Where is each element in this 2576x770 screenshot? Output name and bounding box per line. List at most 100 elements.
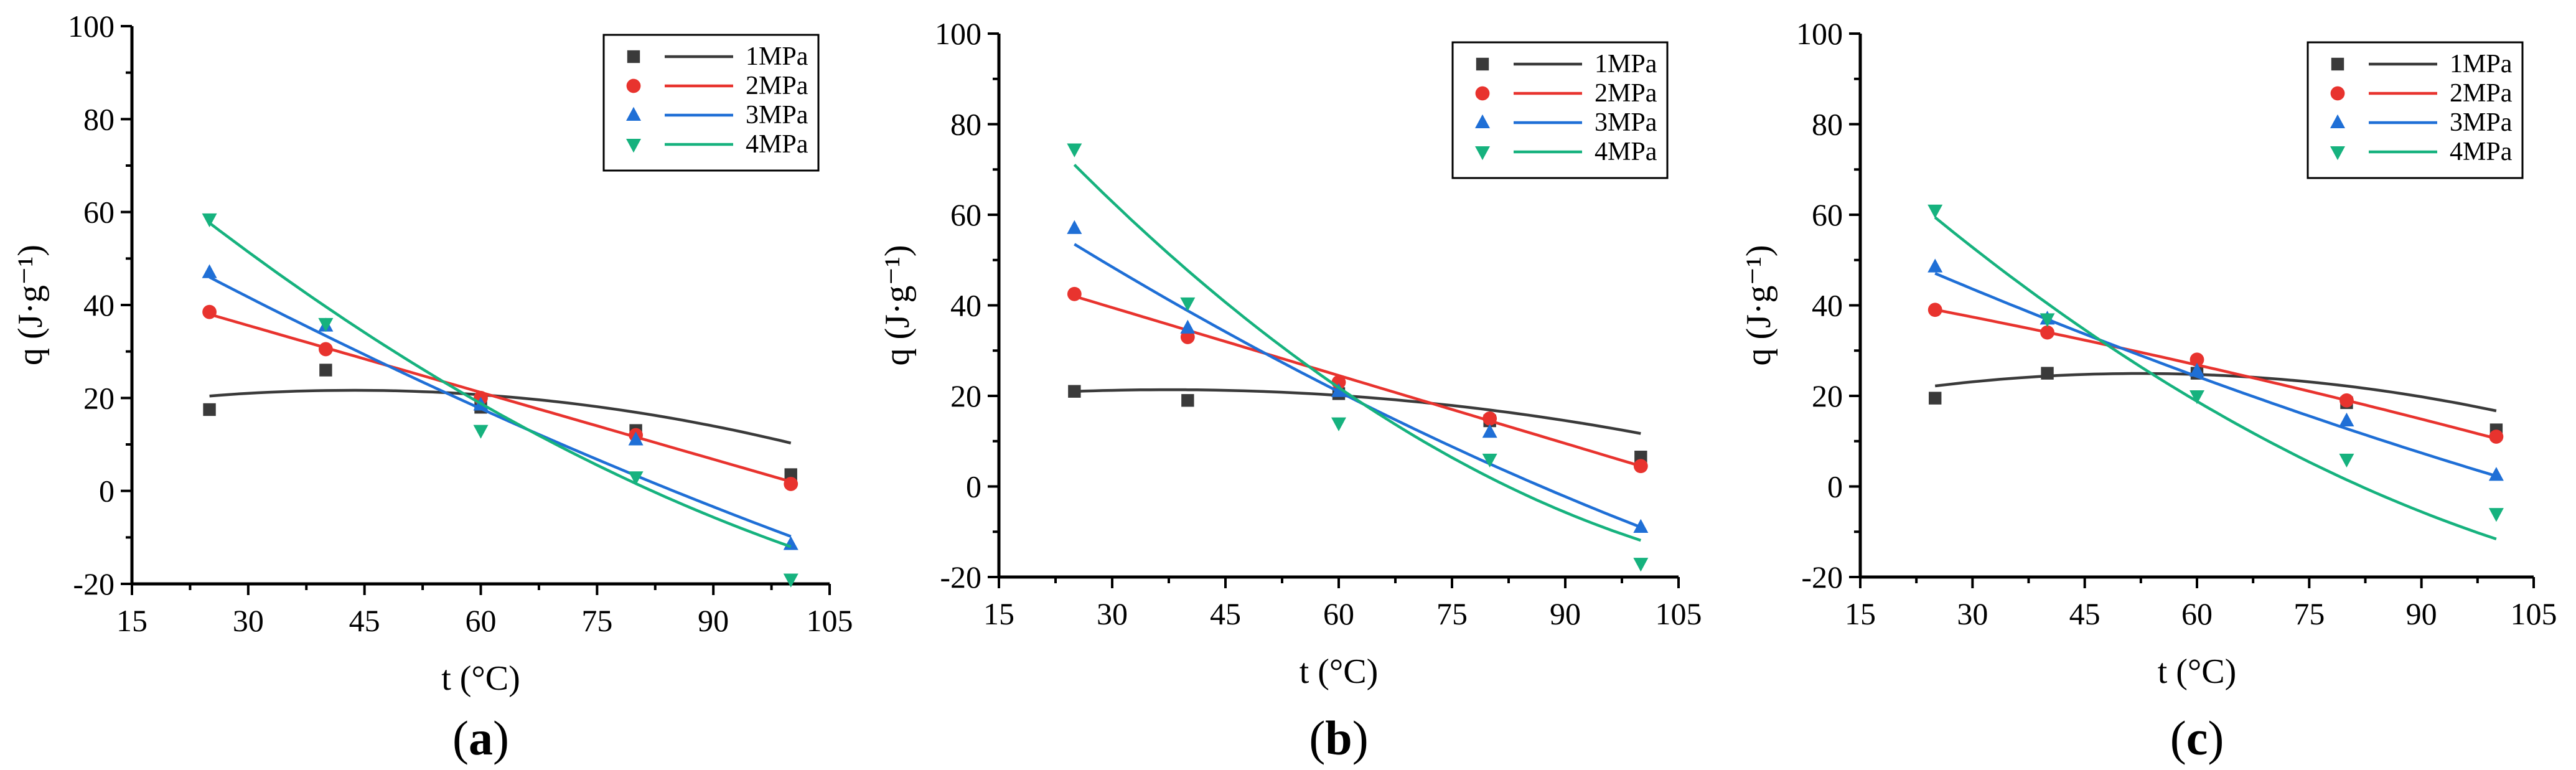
data-point-3MPa [1927, 258, 1943, 273]
legend-label-3MPa: 3MPa [1595, 108, 1657, 137]
y-axis-title: q (J·g⁻¹) [1740, 245, 1778, 365]
x-tick-label: 30 [233, 603, 264, 638]
y-tick-label: 100 [1796, 16, 1843, 51]
y-tick-label: 40 [1812, 288, 1843, 323]
fit-line-3MPa [1934, 272, 2497, 477]
data-point-3MPa [1633, 519, 1649, 533]
data-point-1MPa [1929, 392, 1942, 405]
legend-marker-3MPa [1475, 114, 1490, 128]
legend-marker-3MPa [2330, 114, 2345, 128]
x-tick-label: 60 [2181, 596, 2213, 631]
x-tick-label: 15 [116, 603, 148, 638]
x-tick-label: 60 [466, 603, 497, 638]
legend-label-1MPa: 1MPa [1595, 50, 1657, 78]
x-tick-label: 15 [983, 596, 1014, 631]
legend-marker-2MPa [1475, 86, 1490, 101]
data-point-3MPa [783, 536, 799, 550]
legend-label-3MPa: 3MPa [746, 101, 808, 129]
x-tick-label: 75 [581, 603, 612, 638]
x-tick-label: 90 [698, 603, 729, 638]
data-point-4MPa [202, 213, 217, 228]
data-point-3MPa [2488, 467, 2504, 481]
data-point-2MPa [1067, 286, 1082, 301]
y-tick-label: 20 [950, 378, 981, 413]
data-point-4MPa [1331, 417, 1346, 431]
legend-marker-4MPa [2330, 146, 2345, 161]
panel-c: 15 30 45 60 75 90 105 -20 0 20 40 60 80 100 t (°C) q (J… [1740, 16, 2557, 765]
data-point-2MPa [2489, 430, 2504, 444]
legend-label-3MPa: 3MPa [2450, 108, 2513, 137]
panel-label: (b) [1309, 711, 1368, 765]
x-axis-title: t (°C) [1300, 652, 1379, 691]
y-axis-title: q (J·g⁻¹) [11, 245, 50, 365]
legend-marker-3MPa [626, 106, 641, 121]
data-point-3MPa [2190, 362, 2204, 377]
data-point-3MPa [1482, 424, 1497, 438]
legend-marker-1MPa [2331, 57, 2344, 71]
fit-line-2MPa [1074, 294, 1641, 467]
y-tick-label: 0 [1827, 469, 1843, 504]
panel-label: (a) [452, 711, 509, 765]
x-tick-label: 90 [2406, 596, 2437, 631]
data-point-4MPa [1633, 558, 1649, 572]
data-point-4MPa [628, 471, 644, 486]
legend-label-4MPa: 4MPa [1595, 138, 1657, 166]
data-point-2MPa [1927, 303, 1942, 317]
data-point-3MPa [1331, 383, 1346, 397]
y-tick-label: 0 [966, 469, 981, 504]
x-tick-label: 75 [1436, 596, 1468, 631]
y-tick-label: 60 [1812, 197, 1843, 232]
data-point-1MPa [1181, 394, 1194, 407]
legend-label-2MPa: 2MPa [1595, 79, 1657, 108]
data-point-3MPa [2339, 412, 2354, 427]
legend-marker-1MPa [1476, 57, 1489, 71]
data-point-3MPa [1180, 319, 1196, 334]
x-axis-title: t (°C) [441, 659, 520, 698]
panel-a: 15 30 45 60 75 90 105 -20 0 20 40 60 80 100 t (°C) q (J… [11, 9, 853, 765]
legend-marker-1MPa [627, 50, 640, 63]
data-point-1MPa [1068, 385, 1081, 398]
data-point-3MPa [1067, 220, 1082, 234]
data-point-4MPa [473, 425, 489, 439]
data-point-3MPa [202, 264, 217, 278]
legend-marker-4MPa [626, 139, 641, 153]
x-tick-label: 105 [2511, 596, 2557, 631]
data-point-1MPa [319, 364, 332, 377]
data-point-2MPa [1482, 411, 1497, 426]
x-tick-label: 45 [1210, 596, 1241, 631]
fit-line-2MPa [208, 312, 792, 483]
data-point-4MPa [318, 317, 334, 332]
x-tick-label: 30 [1097, 596, 1128, 631]
legend-label-1MPa: 1MPa [2450, 50, 2513, 78]
data-point-2MPa [318, 342, 333, 357]
y-tick-label: -20 [940, 560, 981, 594]
data-point-4MPa [783, 573, 799, 588]
fit-line-4MPa [208, 222, 792, 548]
data-point-4MPa [2040, 313, 2055, 327]
data-point-1MPa [203, 403, 216, 416]
y-tick-label: 20 [83, 380, 115, 415]
x-tick-label: 105 [1656, 596, 1702, 631]
y-tick-label: 60 [83, 195, 115, 230]
legend-label-2MPa: 2MPa [2450, 79, 2513, 108]
data-point-2MPa [784, 477, 799, 491]
x-tick-label: 105 [807, 603, 853, 638]
fit-line-2MPa [1934, 308, 2497, 440]
panel-b: 15 30 45 60 75 90 105 -20 0 20 40 60 80 100 t (°C) q (J… [878, 16, 1702, 765]
data-point-2MPa [2190, 352, 2204, 367]
data-point-4MPa [1180, 297, 1196, 312]
x-axis-title: t (°C) [2158, 652, 2237, 691]
y-tick-label: 0 [99, 474, 115, 509]
fit-line-4MPa [1934, 216, 2497, 541]
data-point-1MPa [2041, 367, 2054, 380]
data-point-4MPa [2488, 508, 2504, 522]
x-tick-label: 15 [1845, 596, 1876, 631]
data-point-4MPa [2190, 390, 2204, 405]
legend-label-1MPa: 1MPa [746, 42, 808, 71]
data-point-2MPa [202, 304, 217, 319]
x-tick-label: 75 [2293, 596, 2325, 631]
legend-label-4MPa: 4MPa [746, 130, 808, 159]
data-point-4MPa [2339, 453, 2354, 468]
x-tick-label: 30 [1957, 596, 1988, 631]
y-tick-label: 40 [83, 288, 115, 322]
